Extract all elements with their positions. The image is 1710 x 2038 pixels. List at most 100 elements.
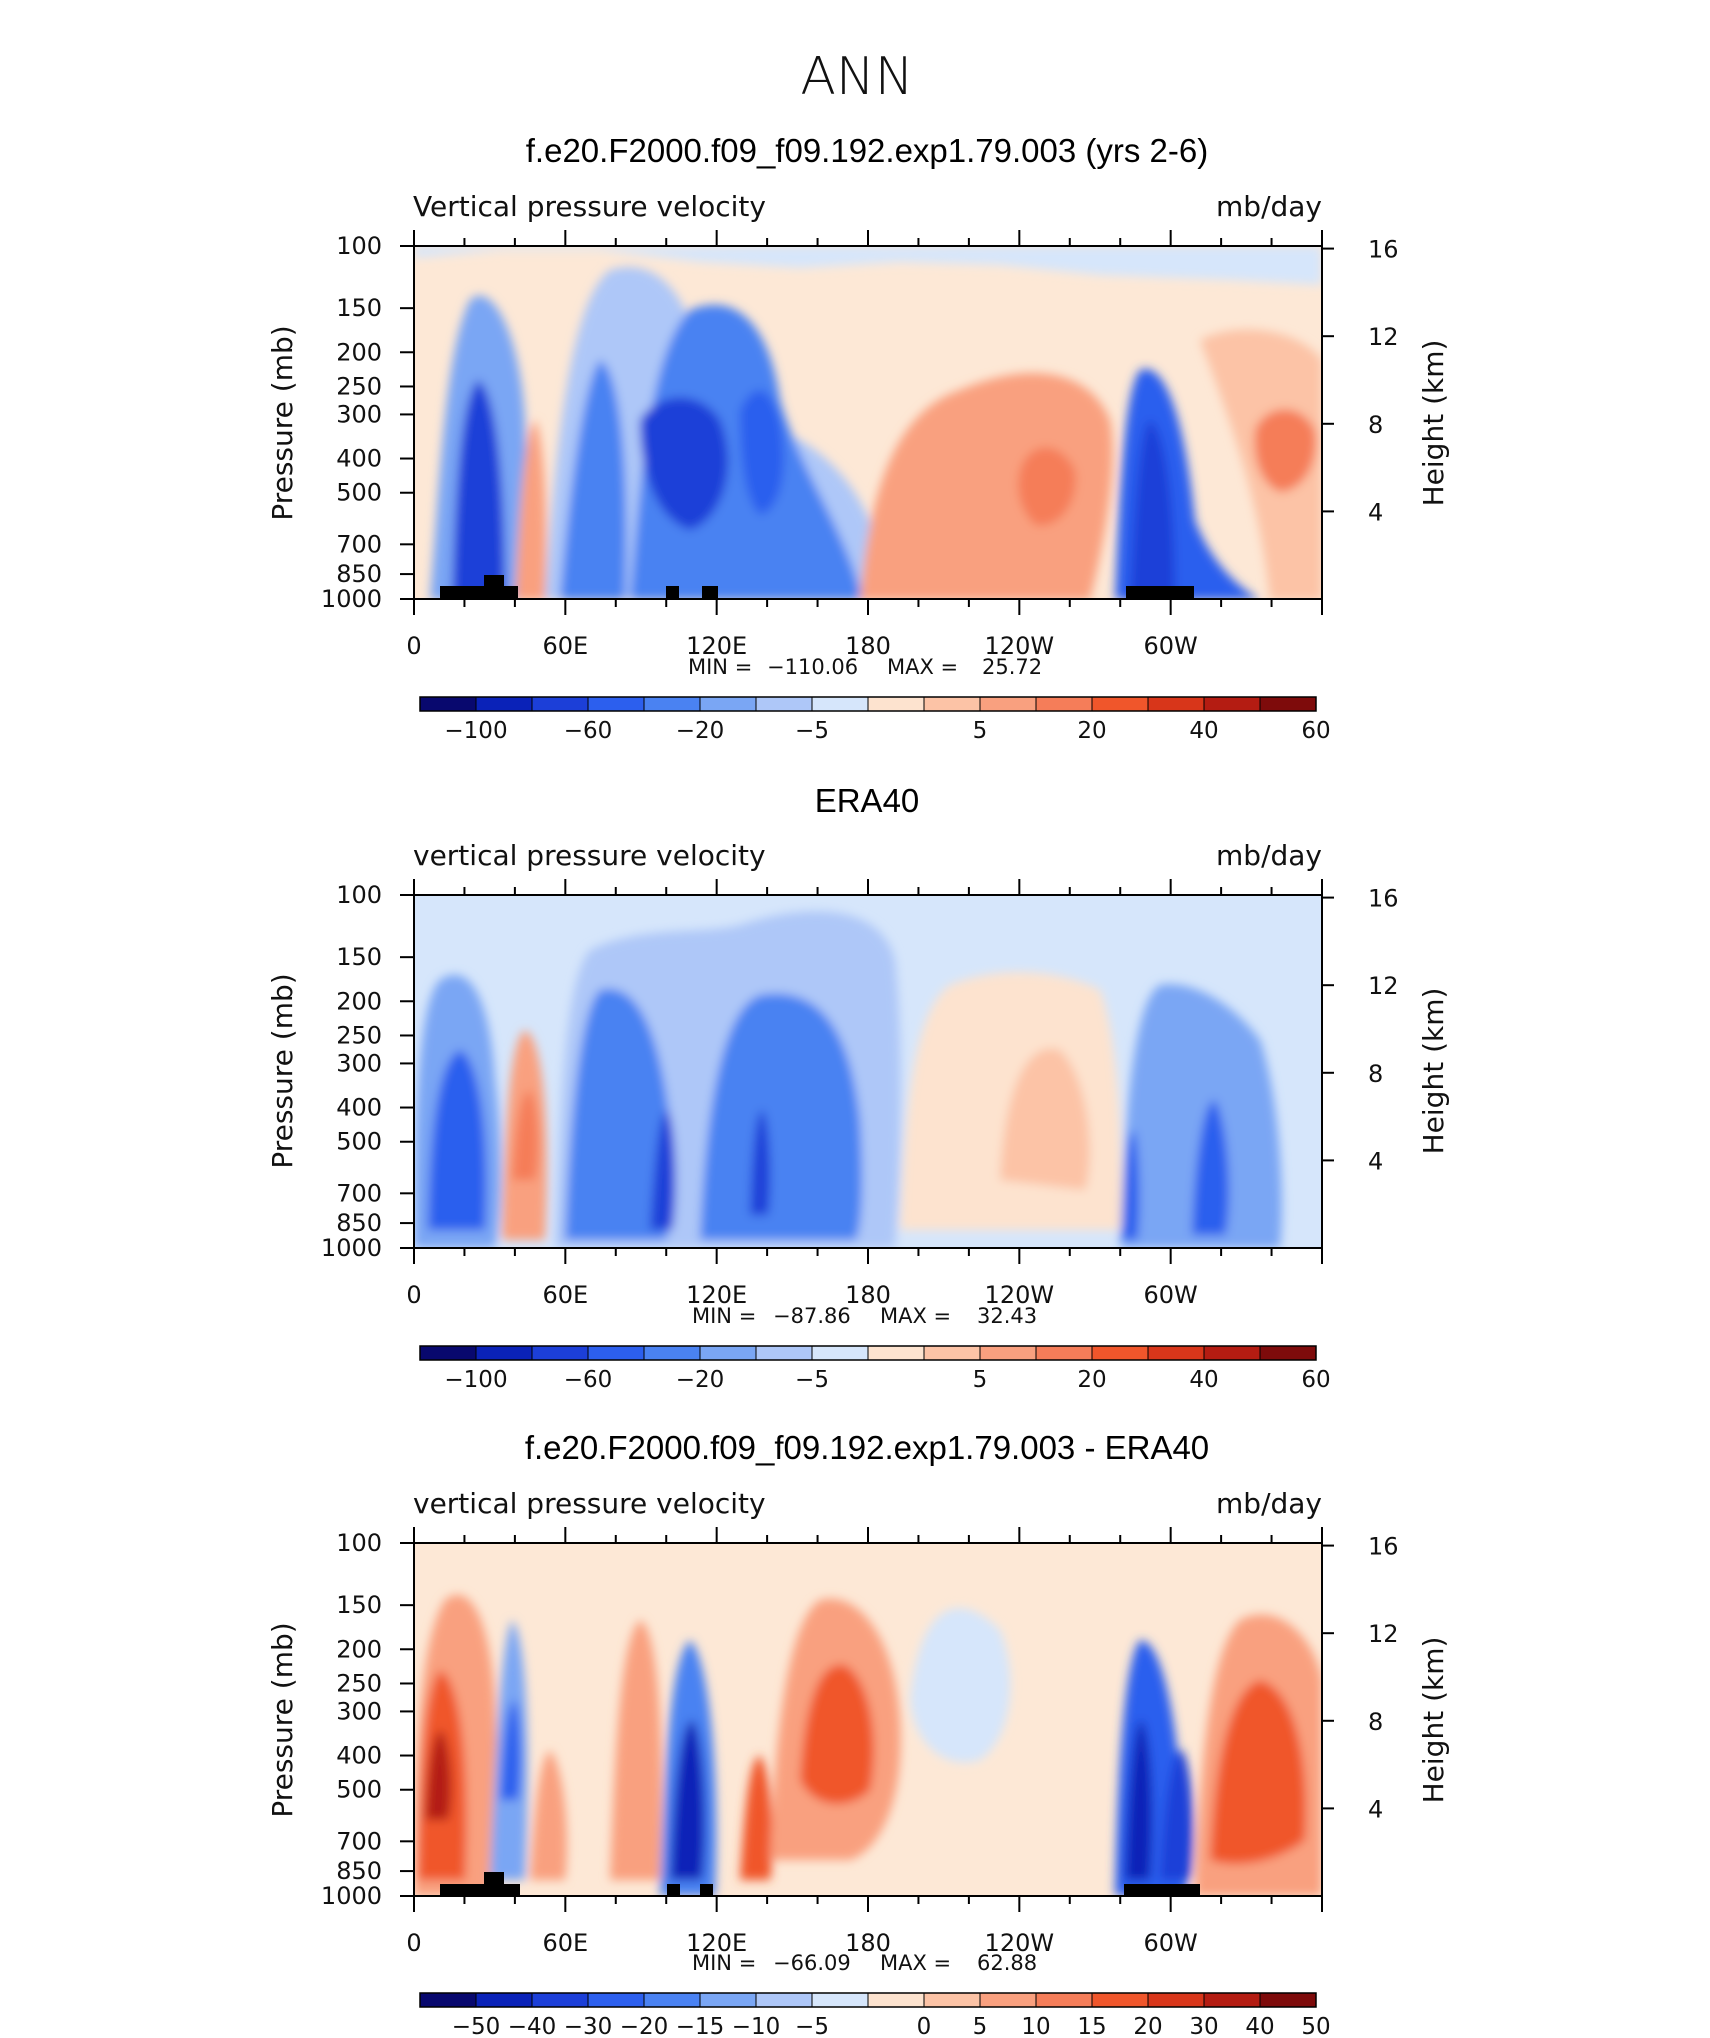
panel-2-min-value: −66.09 xyxy=(773,1951,851,1975)
pressure-tick-label: 150 xyxy=(336,943,382,971)
colorbar-label: 10 xyxy=(1021,2014,1050,2038)
colorbar-swatch xyxy=(476,1993,533,2007)
panel-0-min-label: MIN = xyxy=(688,655,752,679)
pressure-tick-label: 500 xyxy=(336,1128,382,1156)
panel-2-field xyxy=(414,1543,1322,1896)
height-tick-label: 12 xyxy=(1368,323,1399,351)
colorbar-swatch xyxy=(756,697,813,711)
panel-1-colorbar: −100 −60 −20 −5 5 20 40 60 xyxy=(419,1345,1331,1393)
panel-2-contour xyxy=(530,1750,567,1880)
colorbar-swatch xyxy=(420,697,477,711)
colorbar-swatch xyxy=(700,1346,757,1360)
lon-tick-label: 60W xyxy=(1144,632,1198,660)
panel-1-ylabel: Pressure (mb) xyxy=(266,973,299,1168)
colorbar-swatch xyxy=(532,1346,589,1360)
panel-2-y2label: Height (km) xyxy=(1417,1637,1450,1804)
panel-1-contour xyxy=(1120,984,1282,1248)
colorbar-swatch xyxy=(644,697,701,711)
height-tick-label: 4 xyxy=(1368,1795,1383,1823)
colorbar-swatch xyxy=(812,1346,869,1360)
panel-0: f.e20.F2000.f09_f09.192.exp1.79.003 (yrs… xyxy=(266,132,1450,744)
panel-1-contour xyxy=(650,1110,676,1230)
colorbar-label: 40 xyxy=(1189,718,1218,744)
height-tick-label: 8 xyxy=(1368,411,1383,439)
panel-0-topography xyxy=(666,586,679,599)
colorbar-swatch xyxy=(532,1993,589,2007)
panel-1-y2label: Height (km) xyxy=(1417,988,1450,1155)
pressure-tick-label: 300 xyxy=(336,400,382,428)
panel-1-field xyxy=(414,895,1322,1248)
pressure-tick-label: 400 xyxy=(336,1742,382,1770)
panel-1-variable: vertical pressure velocity xyxy=(413,839,766,872)
colorbar-label: 15 xyxy=(1077,2014,1106,2038)
lon-tick-label: 180 xyxy=(845,1281,891,1309)
colorbar-swatch xyxy=(420,1346,477,1360)
colorbar-swatch xyxy=(588,1346,645,1360)
height-tick-label: 4 xyxy=(1368,498,1383,526)
height-tick-label: 8 xyxy=(1368,1060,1383,1088)
panel-0-contour xyxy=(740,390,784,515)
colorbar-frame xyxy=(419,696,1317,712)
pressure-tick-label: 500 xyxy=(336,1776,382,1804)
panel-2-contour xyxy=(1160,1750,1194,1880)
panel-2-topography xyxy=(440,1884,520,1896)
colorbar-label: −100 xyxy=(444,1367,507,1393)
panel-0-contour xyxy=(414,246,1322,285)
pressure-tick-label: 100 xyxy=(336,1529,382,1557)
pressure-tick-label: 100 xyxy=(336,232,382,260)
colorbar-label: 20 xyxy=(1077,1367,1106,1393)
lon-tick-label: 120E xyxy=(686,1281,747,1309)
panel-2: f.e20.F2000.f09_f09.192.exp1.79.003 - ER… xyxy=(266,1429,1450,2038)
panel-2-min-label: MIN = xyxy=(692,1951,756,1975)
colorbar-label: −60 xyxy=(564,718,613,744)
pressure-tick-label: 200 xyxy=(336,987,382,1015)
lon-tick-label: 120W xyxy=(985,1281,1055,1309)
colorbar-swatch xyxy=(1260,1993,1317,2007)
colorbar-swatch xyxy=(756,1993,813,2007)
figure-title: ANN xyxy=(800,47,913,107)
height-tick-label: 12 xyxy=(1368,972,1399,1000)
colorbar-label: −20 xyxy=(620,2014,669,2038)
panel-2-topography xyxy=(484,1872,504,1884)
colorbar-label: −5 xyxy=(795,2014,829,2038)
panel-0-colorbar: −100 −60 −20 −5 5 20 40 60 xyxy=(419,696,1331,744)
panel-0-contour xyxy=(515,420,547,599)
colorbar-swatch xyxy=(924,1993,981,2007)
panel-0-field xyxy=(414,246,1322,599)
lon-tick-label: 60W xyxy=(1144,1929,1198,1957)
panel-1-units: mb/day xyxy=(1216,839,1322,872)
colorbar-frame xyxy=(419,1992,1317,2008)
pressure-tick-label: 400 xyxy=(336,1094,382,1122)
colorbar-label: 60 xyxy=(1301,718,1330,744)
colorbar-swatch xyxy=(476,697,533,711)
panel-2-contour xyxy=(910,1608,1011,1763)
colorbar-label: −5 xyxy=(795,1367,829,1393)
colorbar-swatch xyxy=(1260,1346,1317,1360)
colorbar-label: 40 xyxy=(1245,2014,1274,2038)
panel-0-contour xyxy=(860,373,1113,599)
colorbar-swatch xyxy=(1148,697,1205,711)
colorbar-label: −50 xyxy=(452,2014,501,2038)
colorbar-swatch xyxy=(980,697,1037,711)
colorbar-swatch xyxy=(1092,697,1149,711)
pressure-tick-label: 300 xyxy=(336,1697,382,1725)
panel-2-contour xyxy=(800,1664,874,1804)
colorbar-label: −5 xyxy=(795,718,829,744)
lon-tick-label: 120W xyxy=(985,632,1055,660)
colorbar-label: 60 xyxy=(1301,1367,1330,1393)
panel-0-max-label: MAX = xyxy=(887,655,958,679)
pressure-tick-label: 1000 xyxy=(321,585,382,613)
pressure-tick-label: 200 xyxy=(336,1635,382,1663)
colorbar-swatch xyxy=(1092,1346,1149,1360)
panel-1-min-label: MIN = xyxy=(692,1304,756,1328)
colorbar-swatch xyxy=(1260,697,1317,711)
panel-1-contour xyxy=(1192,1100,1229,1235)
pressure-tick-label: 700 xyxy=(336,1179,382,1207)
lon-tick-label: 0 xyxy=(406,1929,421,1957)
colorbar-swatch xyxy=(868,1993,925,2007)
pressure-tick-label: 850 xyxy=(336,1857,382,1885)
lon-tick-label: 60E xyxy=(542,1929,588,1957)
pressure-tick-label: 700 xyxy=(336,1827,382,1855)
